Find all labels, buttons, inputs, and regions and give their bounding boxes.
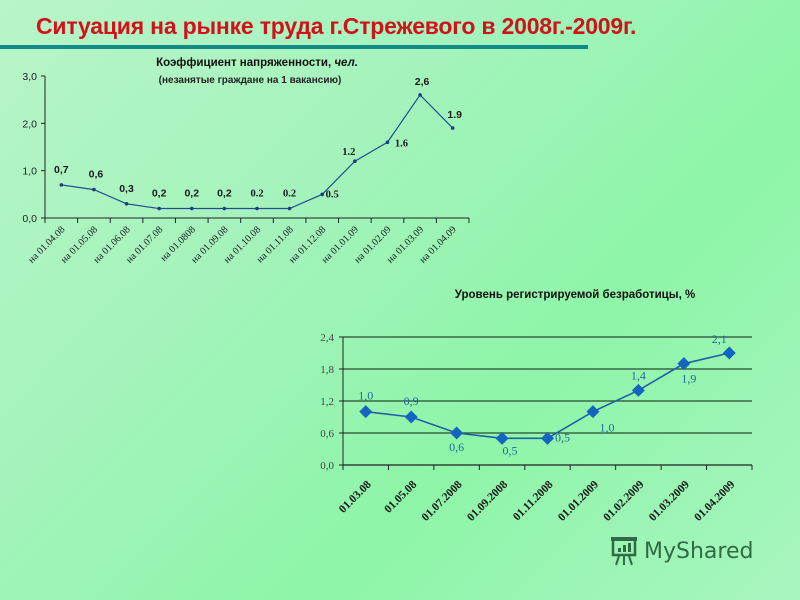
chart2-y-tick-label: 1,2	[320, 396, 334, 408]
chart2-data-label: 1,4	[631, 368, 646, 382]
chart1-subtitle: (незанятые граждане на 1 вакансию)	[159, 75, 342, 86]
chart1-data-point	[124, 202, 129, 206]
chart2-diamond-marker	[631, 383, 645, 397]
chart1-y-tick-label: 0,0	[22, 213, 37, 225]
chart1-data-label: 2,6	[415, 76, 430, 88]
chart1-data-label: 0,7	[54, 164, 69, 176]
chart1-data-point	[287, 206, 292, 211]
chart1-data-point	[189, 206, 194, 211]
chart2-series-line	[365, 352, 730, 440]
chart2-y-tick-label: 1,8	[320, 364, 334, 376]
chart2-y-tick-label: 0,6	[320, 428, 334, 440]
chart1-data-point	[92, 187, 96, 192]
chart2-data-label: 1,9	[681, 372, 696, 386]
chart2-y-tick-label: 2,4	[320, 332, 334, 344]
chart2-data-label: 0,9	[404, 394, 419, 408]
chart1-data-label: 1.9	[447, 109, 462, 121]
chart2-diamond-marker	[495, 431, 509, 445]
chart1-data-point	[157, 206, 161, 211]
chart2-diamond-marker	[586, 405, 600, 419]
chart1-data-label: 1.6	[395, 138, 408, 149]
chart1-y-tick-label: 3,0	[22, 71, 37, 83]
chart1-y-tick-label: 2,0	[22, 118, 37, 130]
chart1-data-label: 0.2	[250, 189, 263, 200]
chart2-diamond-marker	[359, 405, 373, 419]
chart1-y-tick-label: 1,0	[22, 166, 37, 178]
chart2-x-tick-label: 01.09.2008	[465, 478, 510, 523]
chart2-x-tick-label: 01.11.2008	[511, 478, 556, 523]
chart1-data-point	[385, 140, 390, 145]
chart2-diamond-marker	[404, 410, 418, 424]
title-underline	[0, 45, 588, 49]
chart1-data-label: 0,3	[119, 183, 134, 195]
chart2-title: Уровень регистрируемой безработицы, %	[455, 289, 695, 301]
myshared-watermark: MyShared	[610, 536, 753, 566]
chart2-data-label: 1,0	[599, 421, 614, 435]
chart2-x-tick-label: 01.01.2009	[556, 478, 601, 523]
chart2-diamond-marker	[677, 357, 691, 371]
chart2-data-label: 0,5	[555, 430, 570, 444]
chart2-diamond-marker	[450, 426, 464, 440]
chart2-data-label: 1,0	[358, 389, 373, 403]
chart2-x-tick-label: 01.07.2008	[420, 478, 465, 523]
chart2-diamond-marker	[722, 346, 736, 360]
chart1-data-point	[255, 206, 259, 211]
chart2-diamond-marker	[541, 431, 554, 445]
chart2-x-tick-label: 01.02.2009	[601, 478, 646, 523]
chart1-data-label: 0.5	[326, 189, 339, 200]
chart2-x-tick-label: 01.05.08	[382, 478, 419, 515]
chart2-y-tick-label: 0,0	[320, 460, 334, 472]
chart1-data-point	[59, 183, 64, 187]
chart2-x-tick-label: 01.04.2009	[692, 478, 737, 523]
chart2-data-label: 2,1	[712, 332, 727, 346]
chart1-data-point	[320, 192, 325, 197]
chart1-data-label: 0,6	[89, 169, 104, 181]
chart1-data-label: 0,2	[184, 188, 199, 200]
page-title: Ситуация на рынке труда г.Стрежевого в 2…	[36, 13, 637, 39]
chart1-data-label: 0,2	[152, 188, 167, 200]
chart1-data-label: 0.2	[283, 189, 296, 200]
chart1-title: Коэффициент напряженности, чел.	[156, 57, 358, 69]
chart1-data-label: 0,2	[217, 188, 232, 200]
watermark-label: MyShared	[644, 538, 754, 564]
chart2-x-tick-label: 01.03.2009	[647, 478, 692, 523]
chart1-data-point	[353, 159, 357, 163]
chart2-x-tick-label: 01.03.08	[337, 478, 374, 515]
chart1-data-point	[418, 93, 422, 97]
chart2-data-label: 0,6	[449, 440, 464, 454]
chart1-data-label: 1.2	[342, 147, 355, 158]
chart1-data-point	[222, 206, 227, 211]
chart1-data-point	[450, 126, 455, 130]
presentation-board-icon	[611, 537, 637, 566]
chart2-data-label: 0,5	[503, 443, 518, 457]
